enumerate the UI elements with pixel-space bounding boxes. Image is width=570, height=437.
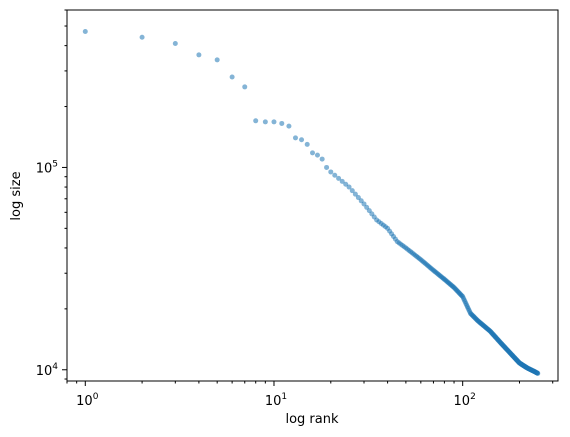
data-point — [299, 137, 305, 143]
data-point — [346, 184, 352, 190]
data-point — [361, 201, 367, 207]
plot-frame — [66, 9, 559, 382]
y-axis-ticks: 104 105 — [36, 9, 67, 380]
data-point — [242, 84, 248, 90]
data-point — [286, 123, 292, 129]
data-point — [343, 181, 349, 187]
data-point — [139, 34, 145, 40]
data-point — [271, 119, 277, 125]
data-point — [262, 119, 268, 125]
data-point — [229, 74, 235, 80]
data-point — [352, 191, 358, 197]
data-point — [349, 188, 355, 194]
y-axis-label: log size — [9, 171, 24, 220]
data-point — [304, 141, 310, 147]
data-point — [332, 172, 338, 178]
data-point — [336, 175, 342, 181]
data-point — [355, 195, 361, 201]
data-point — [328, 169, 334, 175]
x-axis-ticks: 100 101 102 — [66, 381, 554, 409]
data-point — [253, 118, 259, 124]
x-tick-label: 102 — [454, 392, 476, 409]
data-point — [172, 40, 178, 46]
x-tick-label: 101 — [265, 392, 287, 409]
data-point — [196, 52, 202, 58]
data-point — [314, 152, 320, 158]
y-tick-label: 105 — [36, 159, 58, 176]
data-point — [279, 120, 285, 126]
x-tick-label: 100 — [76, 392, 99, 409]
data-point — [339, 178, 345, 184]
data-point — [214, 57, 220, 63]
data-point — [324, 164, 330, 170]
data-points — [82, 28, 541, 376]
x-axis-label: log rank — [285, 412, 339, 427]
y-tick-label: 104 — [36, 362, 59, 379]
data-point — [310, 150, 315, 156]
data-point — [292, 135, 298, 141]
data-point — [82, 28, 88, 34]
data-point — [535, 370, 541, 376]
data-point — [319, 156, 325, 162]
